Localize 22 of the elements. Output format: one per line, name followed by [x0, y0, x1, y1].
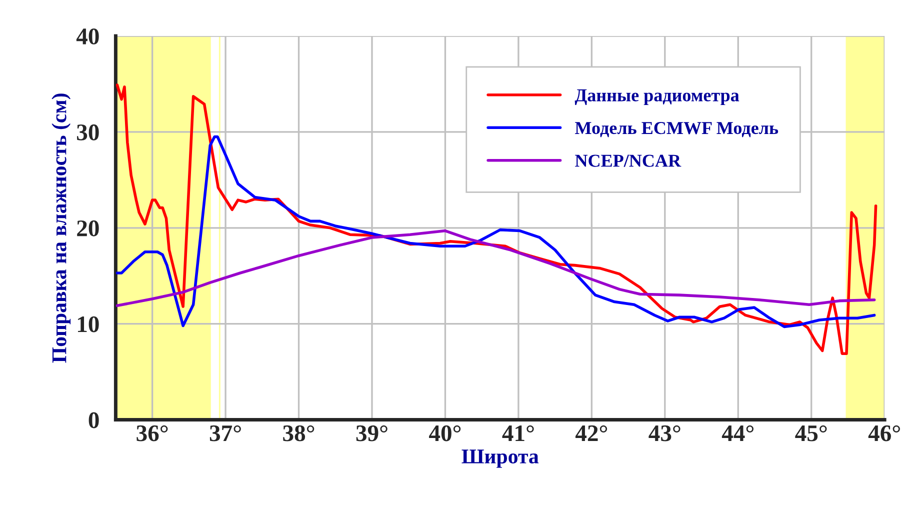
y-tick-label: 20: [77, 220, 99, 236]
y-tick-label: 30: [77, 124, 99, 140]
legend-label: NCEP/NCAR: [575, 154, 682, 167]
y-tick-label: 0: [88, 412, 99, 428]
x-axis-title: Широта: [462, 450, 539, 468]
x-tick-label: 38°: [283, 425, 314, 442]
x-tick-label: 43°: [648, 425, 680, 442]
x-tick-label: 45°: [795, 425, 827, 442]
x-tick-label: 46°: [868, 425, 900, 442]
x-tick-label: 42°: [575, 425, 608, 442]
x-tick-label: 36°: [136, 425, 168, 442]
y-axis-title: Поправка на влажность (см): [52, 94, 71, 363]
legend-label: Модель ECMWF Модель: [575, 122, 778, 138]
x-tick-label: 40°: [429, 425, 461, 442]
y-tick-label: 10: [78, 316, 99, 332]
y-tick-label: 40: [76, 28, 99, 44]
x-tick-label: 37°: [210, 425, 241, 442]
x-tick-label: 39°: [356, 425, 388, 442]
line-series: [116, 229, 876, 308]
x-tick-label: 41°: [502, 425, 534, 442]
x-tick-label: 44°: [722, 425, 754, 442]
legend-label: Данные радиометра: [574, 89, 740, 106]
